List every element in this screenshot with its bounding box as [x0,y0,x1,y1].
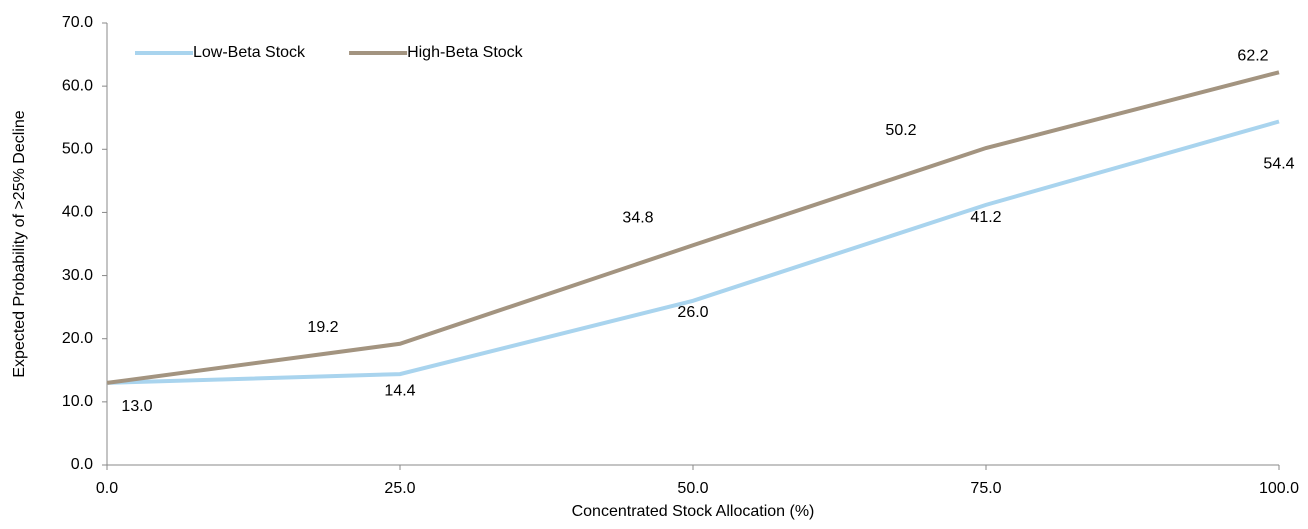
series-line [106,70,1280,385]
y-axis-title: Expected Probability of >25% Decline [11,110,28,377]
legend-label: High-Beta Stock [407,44,524,61]
x-tick-label: 0.0 [96,480,118,497]
y-tick-label: 30.0 [62,267,93,284]
legend-label: Low-Beta Stock [193,44,306,61]
y-tick-label: 60.0 [62,77,93,94]
data-label: 13.0 [121,398,152,415]
x-tick-label: 25.0 [384,480,415,497]
y-tick-label: 70.0 [62,14,93,31]
y-tick-label: 10.0 [62,393,93,410]
x-tick-label: 50.0 [677,480,708,497]
data-label: 34.8 [622,209,653,226]
data-label: 62.2 [1237,47,1268,64]
x-tick-label: 75.0 [970,480,1001,497]
series-line [106,119,1280,385]
data-label: 50.2 [885,122,916,139]
data-label: 14.4 [384,382,415,399]
data-label: 26.0 [677,304,708,321]
y-tick-label: 20.0 [62,330,93,347]
y-tick-label: 40.0 [62,204,93,221]
data-label: 19.2 [307,319,338,336]
data-label: 54.4 [1263,156,1294,173]
x-tick-label: 100.0 [1259,480,1299,497]
y-tick-label: 50.0 [62,141,93,158]
x-axis-title: Concentrated Stock Allocation (%) [572,503,815,520]
data-label: 41.2 [970,209,1001,226]
y-tick-label: 0.0 [71,456,93,473]
